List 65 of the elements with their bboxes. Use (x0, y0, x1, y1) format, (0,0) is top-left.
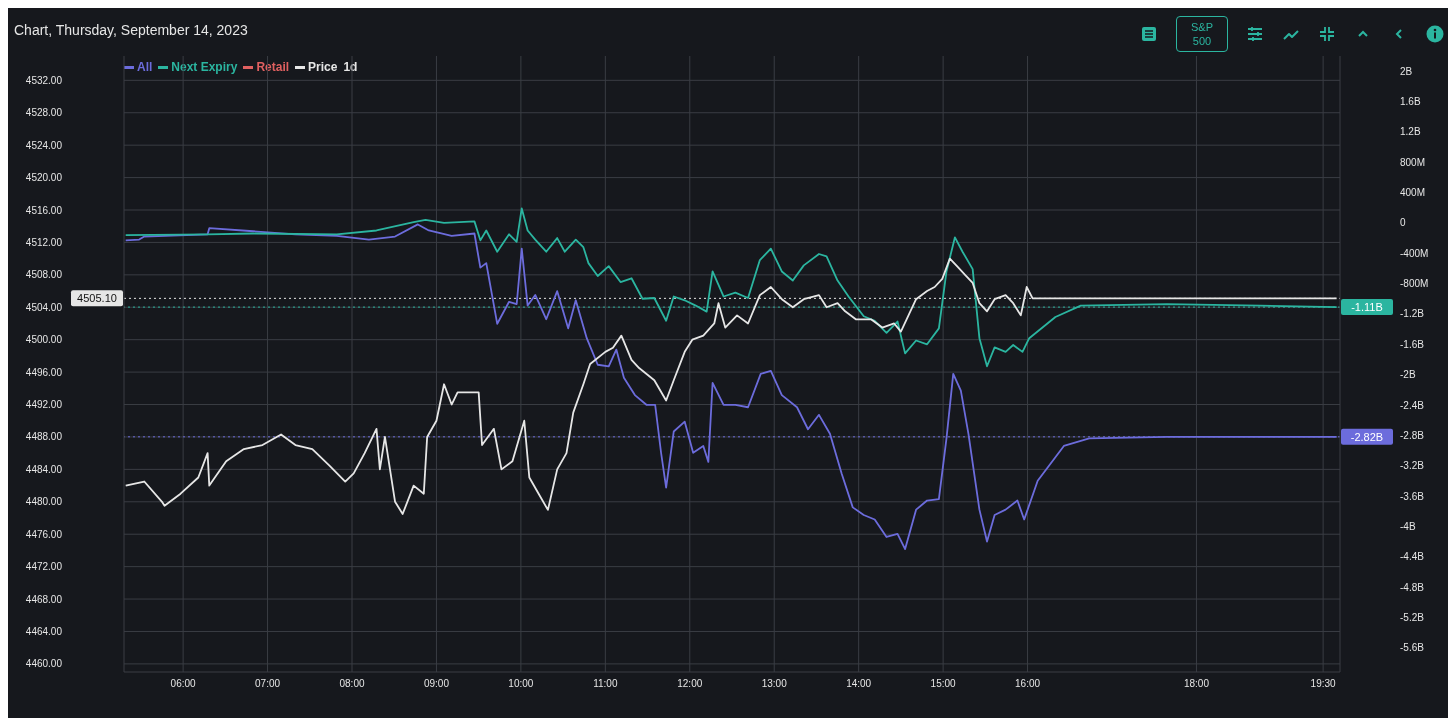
y2-tick-label: 1.6B (1400, 96, 1421, 108)
y-tick-label: 4520.00 (25, 172, 63, 184)
text: S&P 500 (1176, 16, 1228, 52)
y-tick-label: 4504.00 (25, 301, 63, 313)
y-tick-label: 4480.00 (25, 496, 63, 508)
legend-label: Next Expiry (170, 60, 238, 74)
y-tick-label: 4500.00 (25, 334, 63, 346)
y2-tick-label: -800M (1400, 278, 1429, 290)
y2-tick-label: -5.2B (1400, 611, 1425, 623)
y2-tick-label: 400M (1400, 187, 1426, 199)
chart-title: Chart, Thursday, September 14, 2023 (14, 22, 248, 38)
y-tick-label: 4492.00 (25, 399, 63, 411)
x-tick-label: 15:00 (930, 678, 957, 690)
x-tick-label: 13:00 (761, 678, 788, 690)
ref-line-label: -2.82B (1350, 430, 1384, 443)
y2-tick-label: 1.2B (1400, 126, 1421, 138)
y2-tick-label: -2B (1400, 369, 1416, 381)
y-tick-label: 4516.00 (25, 204, 63, 216)
y2-tick-label: -1.6B (1400, 338, 1425, 350)
x-tick-label: 11:00 (593, 678, 618, 690)
y2-tick-label: -3.6B (1400, 490, 1425, 502)
x-tick-label: 08:00 (339, 678, 365, 690)
y-tick-label: 4512.00 (25, 236, 63, 248)
x-tick-label: 10:00 (508, 678, 534, 690)
x-tick-label: 18:00 (1183, 678, 1210, 690)
x-tick-label: 16:00 (1015, 678, 1041, 690)
y2-tick-label: 0 (1400, 217, 1406, 229)
x-tick-label: 09:00 (423, 678, 450, 690)
ref-line-label: 4505.10 (77, 292, 117, 305)
x-tick-label: 07:00 (255, 678, 281, 690)
annotation: 1d (343, 60, 358, 74)
y2-tick-label: -5.6B (1400, 642, 1425, 654)
y-tick-label: 4496.00 (25, 366, 63, 378)
x-tick-label: 19:30 (1310, 678, 1337, 690)
y2-tick-label: 800M (1400, 156, 1426, 168)
x-tick-label: 12:00 (677, 678, 703, 690)
y2-tick-label: -400M (1400, 247, 1429, 259)
x-tick-label: 14:00 (846, 678, 872, 690)
y2-tick-label: -2.4B (1400, 399, 1425, 411)
y2-tick-label: -4.4B (1400, 551, 1425, 563)
x-tick-label: 06:00 (170, 678, 197, 690)
ref-line-label: -1.11B (1351, 301, 1383, 314)
y2-tick-label: 2B (1400, 65, 1413, 77)
y-tick-label: 4488.00 (25, 431, 63, 443)
line-series (124, 207, 1338, 368)
line-series (124, 257, 1338, 515)
y2-tick-label: -2.8B (1400, 429, 1425, 441)
y-tick-label: 4484.00 (25, 463, 63, 475)
y-tick-label: 4460.00 (25, 658, 63, 670)
y-tick-label: 4464.00 (25, 626, 63, 638)
y-tick-label: 4476.00 (25, 528, 63, 540)
y-tick-label: 4468.00 (25, 593, 63, 605)
y2-tick-label: -1.2B (1400, 308, 1425, 320)
y-tick-label: 4532.00 (25, 74, 63, 86)
y-tick-label: 4524.00 (25, 139, 63, 151)
legend-label: Price (307, 60, 338, 74)
y2-tick-label: -4.8B (1400, 581, 1425, 593)
y-tick-label: 4508.00 (25, 269, 63, 281)
y2-tick-label: -4B (1400, 520, 1416, 532)
y-tick-label: 4472.00 (25, 561, 63, 573)
legend-label: All (136, 60, 153, 74)
y-tick-label: 4528.00 (25, 107, 63, 119)
line-series (124, 223, 1338, 550)
y2-tick-label: -3.2B (1400, 460, 1425, 472)
legend-label: Retail (255, 60, 290, 74)
